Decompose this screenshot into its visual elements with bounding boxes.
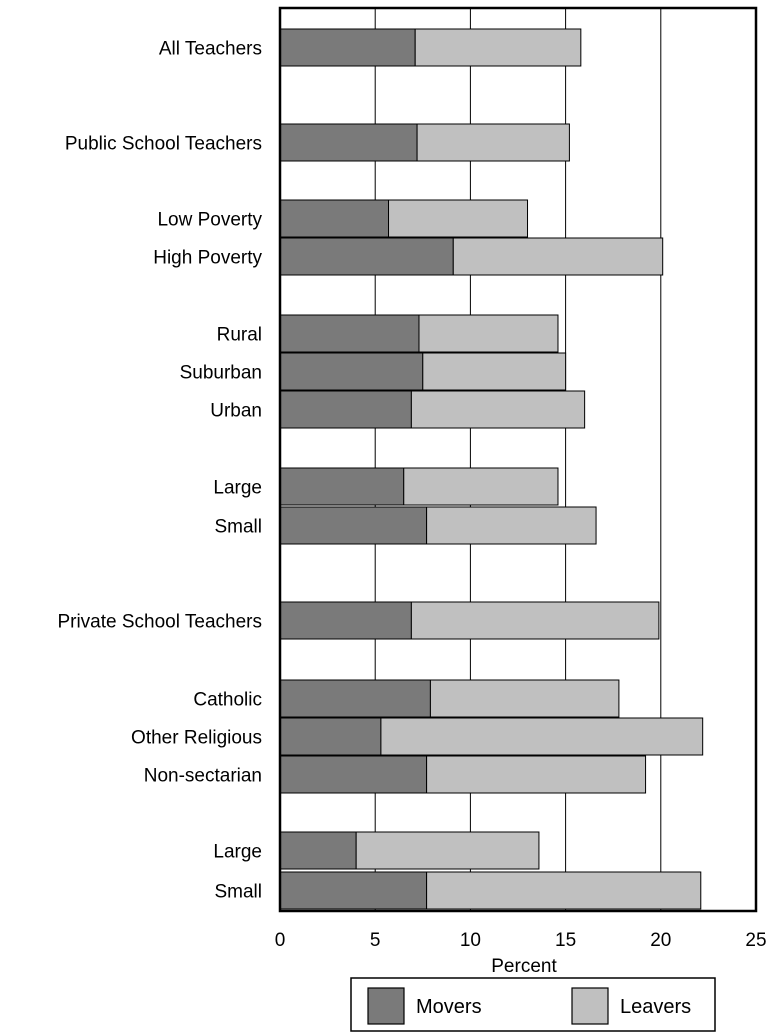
x-axis-title: Percent: [491, 956, 557, 977]
bar-movers-7: [279, 467, 405, 506]
bar-leavers-3: [452, 237, 664, 276]
bar-movers-12: [279, 755, 428, 794]
bar-movers-3: [279, 237, 454, 276]
category-label-7: Large: [213, 478, 262, 499]
category-label-8: Small: [214, 517, 262, 538]
category-label-2: Low Poverty: [157, 210, 262, 231]
category-label-12: Non-sectarian: [144, 766, 262, 787]
bar-leavers-0: [414, 28, 582, 67]
legend-swatch-leavers: [571, 987, 609, 1025]
bar-leavers-6: [410, 390, 586, 429]
bar-movers-8: [279, 506, 428, 545]
legend-swatch-movers: [367, 987, 405, 1025]
bar-movers-14: [279, 871, 428, 910]
bar-movers-9: [279, 601, 412, 640]
bars: [279, 28, 704, 910]
category-label-6: Urban: [210, 401, 262, 422]
bar-movers-0: [279, 28, 416, 67]
bar-movers-11: [279, 717, 382, 756]
bar-leavers-2: [388, 199, 529, 238]
category-label-5: Suburban: [180, 363, 262, 384]
category-label-10: Catholic: [193, 690, 262, 711]
x-tick-label-10: 10: [460, 930, 481, 951]
bar-leavers-13: [355, 831, 540, 870]
category-label-0: All Teachers: [159, 39, 262, 60]
legend-label-leavers: Leavers: [620, 996, 691, 1018]
bar-leavers-4: [418, 314, 559, 353]
bar-leavers-11: [380, 717, 704, 756]
bar-movers-10: [279, 679, 431, 718]
category-label-9: Private School Teachers: [57, 612, 262, 633]
category-label-13: Large: [213, 842, 262, 863]
bar-leavers-7: [403, 467, 559, 506]
x-tick-label-15: 15: [555, 930, 576, 951]
category-labels: All Teachers Public School Teachers Low Po…: [57, 39, 262, 903]
bar-movers-1: [279, 123, 418, 162]
bar-leavers-1: [416, 123, 570, 162]
category-label-1: Public School Teachers: [65, 134, 262, 155]
bar-movers-2: [279, 199, 390, 238]
legend-label-movers: Movers: [416, 996, 482, 1018]
category-label-11: Other Religious: [131, 728, 262, 749]
legend-frame: [350, 977, 716, 1032]
bar-movers-6: [279, 390, 412, 429]
bar-leavers-10: [429, 679, 620, 718]
x-tick-labels: 0 5 10 15 20 25: [275, 930, 767, 951]
plot-area-frame: [278, 6, 758, 913]
legend: Movers Leavers: [350, 977, 716, 1032]
category-label-14: Small: [214, 882, 262, 903]
x-tick-label-5: 5: [370, 930, 381, 951]
bar-leavers-8: [426, 506, 597, 545]
x-tick-label-0: 0: [275, 930, 286, 951]
bar-movers-4: [279, 314, 420, 353]
bar-movers-13: [279, 831, 357, 870]
bar-leavers-12: [426, 755, 647, 794]
x-tick-label-25: 25: [745, 930, 766, 951]
category-label-4: Rural: [217, 325, 262, 346]
x-tick-label-20: 20: [650, 930, 671, 951]
bar-leavers-9: [410, 601, 660, 640]
bar-movers-5: [279, 352, 424, 391]
bar-leavers-14: [426, 871, 702, 910]
bar-leavers-5: [422, 352, 567, 391]
category-label-3: High Poverty: [153, 248, 262, 269]
